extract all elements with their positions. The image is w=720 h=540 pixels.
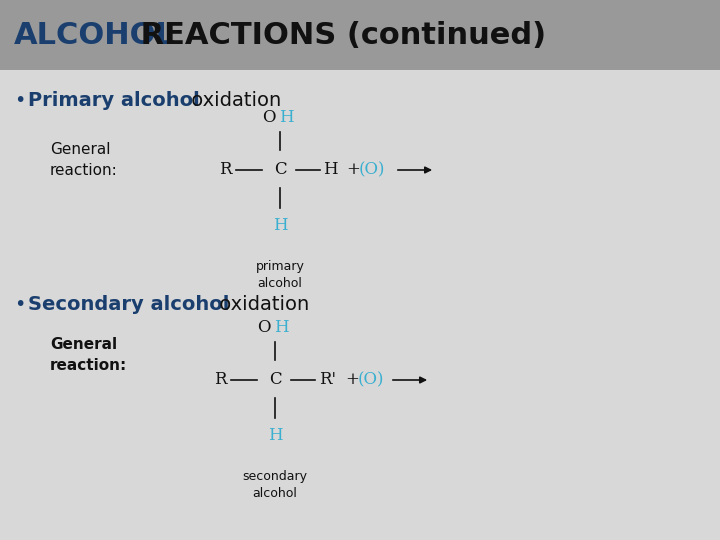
Text: R: R [214,372,226,388]
Text: Primary alcohol: Primary alcohol [28,91,199,110]
Text: R: R [219,161,231,179]
Text: oxidation: oxidation [213,295,310,314]
Text: C: C [269,372,282,388]
Text: +: + [346,161,360,179]
Text: +: + [345,372,359,388]
Text: primary
alcohol: primary alcohol [256,260,305,290]
Text: H: H [274,320,289,336]
Text: (O): (O) [358,372,384,388]
Text: secondary
alcohol: secondary alcohol [243,470,307,500]
Text: H: H [323,161,337,179]
Text: C: C [274,161,287,179]
Text: •: • [14,91,25,110]
Text: H: H [279,110,294,126]
Bar [0,0,720,70]
Text: •: • [14,295,25,314]
Text: O: O [263,110,276,126]
Text: oxidation: oxidation [185,91,282,110]
Text: R': R' [320,372,336,388]
Text: General
reaction:: General reaction: [50,142,118,178]
Text: General
reaction:: General reaction: [50,337,127,373]
Text: REACTIONS (continued): REACTIONS (continued) [130,21,546,50]
Text: Secondary alcohol: Secondary alcohol [28,295,230,314]
Text: H: H [273,217,287,233]
Text: O: O [258,320,271,336]
Text: ALCOHOL: ALCOHOL [14,21,176,50]
Text: H: H [268,427,282,443]
Text: (O): (O) [359,161,385,179]
